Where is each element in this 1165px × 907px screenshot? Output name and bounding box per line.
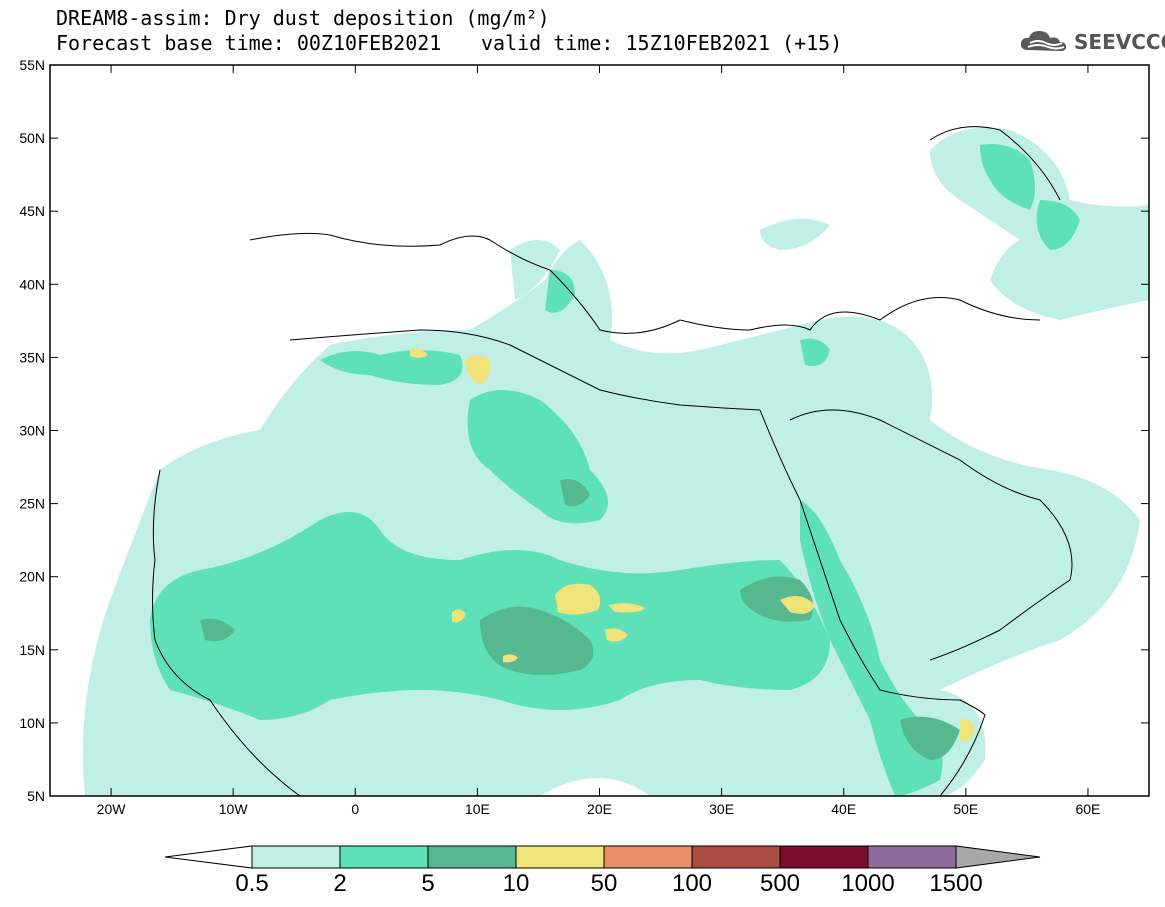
lon-label: 50E xyxy=(953,801,978,817)
colorbar-label: 0.5 xyxy=(235,870,269,897)
colorbar-swatch xyxy=(691,845,781,869)
latitude-axis: 55N 50N 45N 40N 35N 30N 25N 20N 15N 10N 5N xyxy=(19,57,1149,804)
colorbar-swatch xyxy=(515,845,605,869)
lon-label: 0 xyxy=(351,801,359,817)
valid-time: valid time: 15Z10FEB2021 (+15) xyxy=(481,31,843,55)
lat-label: 30N xyxy=(19,423,45,439)
colorbar-label: 2 xyxy=(333,870,347,897)
lat-label: 45N xyxy=(19,203,45,219)
dust-level-10-50 xyxy=(410,348,975,742)
lat-label: 20N xyxy=(19,569,45,585)
lon-label: 40E xyxy=(831,801,856,817)
colorbar-swatch xyxy=(339,845,429,869)
lat-label: 35N xyxy=(19,349,45,365)
colorbar-label: 1000 xyxy=(841,870,895,897)
colorbar-swatch xyxy=(603,845,693,869)
colorbar-swatch xyxy=(779,845,869,869)
lon-label: 60E xyxy=(1075,801,1100,817)
longitude-axis: 20W 10W 0 10E 20E 30E 40E 50E 60E xyxy=(97,65,1100,817)
dust-fields xyxy=(82,127,1149,796)
lon-label: 30E xyxy=(709,801,734,817)
lat-label: 10N xyxy=(19,715,45,731)
colorbar-swatch xyxy=(251,845,341,869)
seevccc-logo: SEEVCCC xyxy=(1018,28,1165,54)
lat-label: 5N xyxy=(27,788,45,804)
colorbar xyxy=(164,845,1041,869)
lat-label: 40N xyxy=(19,276,45,292)
lat-label: 25N xyxy=(19,496,45,512)
colorbar-label: 10 xyxy=(502,870,530,897)
lon-label: 10W xyxy=(219,801,249,817)
colorbar-label: 5 xyxy=(421,870,435,897)
forecast-base-time: Forecast base time: 00Z10FEB2021 xyxy=(56,31,442,55)
lat-label: 55N xyxy=(19,57,45,73)
colorbar-swatch xyxy=(867,845,957,869)
lon-label: 20E xyxy=(587,801,612,817)
colorbar-swatch xyxy=(427,845,517,869)
colorbar-label: 50 xyxy=(590,870,618,897)
logo-text: SEEVCCC xyxy=(1074,30,1165,54)
lat-label: 15N xyxy=(19,642,45,658)
map-title: DREAM8-assim: Dry dust deposition (mg/m²… xyxy=(56,6,550,30)
colorbar-label: 500 xyxy=(759,870,801,897)
coastlines xyxy=(152,126,1073,796)
colorbar-under-triangle xyxy=(164,845,253,869)
cloud-icon xyxy=(1020,31,1066,51)
lat-label: 50N xyxy=(19,130,45,146)
colorbar-label: 1500 xyxy=(929,870,983,897)
lon-label: 20W xyxy=(97,801,127,817)
lon-label: 10E xyxy=(465,801,490,817)
colorbar-over-triangle xyxy=(955,845,1041,869)
colorbar-label: 100 xyxy=(671,870,713,897)
